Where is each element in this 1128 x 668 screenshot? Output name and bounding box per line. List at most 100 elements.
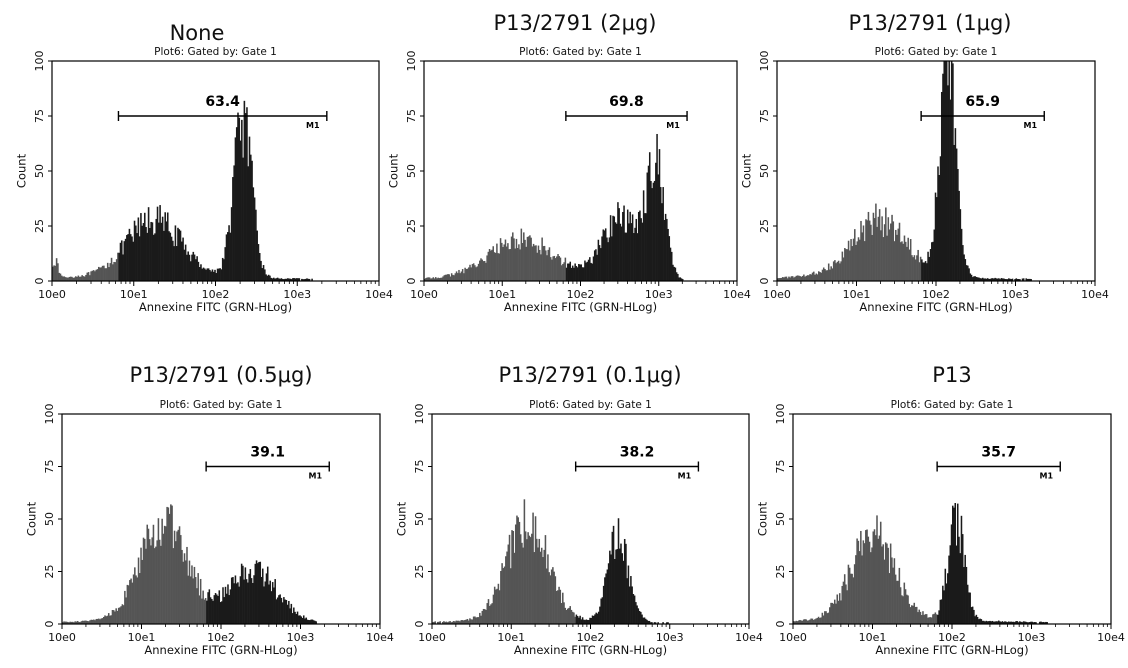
histogram-bin	[121, 604, 124, 624]
histogram-bin	[1017, 279, 1020, 281]
histogram-bin	[887, 217, 890, 281]
histogram-bin	[189, 261, 192, 281]
histogram-bin	[448, 621, 450, 624]
histogram-bin	[433, 278, 436, 281]
histogram-bin	[500, 571, 502, 624]
histogram-bin	[249, 154, 252, 281]
histogram-bin	[573, 612, 575, 624]
histogram-bin	[175, 541, 177, 624]
histogram-bin	[301, 278, 303, 281]
gate-marker-m1[interactable]: 38.2 M1	[574, 445, 700, 481]
histogram-bin	[235, 583, 238, 624]
histogram-bin	[597, 611, 600, 624]
gate-percent-label: 38.2	[620, 445, 655, 461]
histogram-bin	[898, 222, 901, 281]
gate-marker-m1[interactable]: 39.1 M1	[205, 445, 330, 481]
histogram-bin	[303, 279, 306, 281]
histogram-bin	[643, 617, 646, 624]
histogram-bin	[909, 607, 912, 624]
histogram-bin	[953, 507, 955, 624]
histogram-bin	[235, 127, 238, 281]
histogram-bin	[62, 622, 64, 624]
x-tick-label: 10e0	[410, 288, 438, 301]
histogram-bin	[165, 526, 167, 624]
histogram-bin	[872, 212, 875, 281]
histogram-bin	[294, 278, 297, 281]
histogram-bin	[287, 278, 289, 281]
histogram-bin	[192, 251, 195, 281]
histogram-bin	[923, 614, 925, 624]
histogram-bin	[514, 248, 516, 281]
histogram-bin	[585, 619, 588, 624]
histogram-bin	[464, 267, 466, 281]
histogram-bin	[922, 611, 924, 624]
gate-name-label: M1	[308, 472, 322, 481]
histogram-bin	[276, 597, 279, 624]
histogram-bin	[989, 620, 991, 624]
histogram-bin	[167, 507, 170, 624]
histogram-bin	[154, 233, 156, 281]
x-axis-label: Annexine FITC (GRN-HLog)	[504, 300, 657, 314]
histogram-bin	[553, 255, 556, 281]
histogram-bin	[845, 584, 847, 624]
histogram-bin	[598, 245, 601, 281]
histogram-bin	[239, 576, 242, 624]
histogram-bin	[932, 614, 934, 624]
histogram-bin	[565, 267, 568, 281]
histogram-panel-5: P13/2791 (0.1μg) Plot6: Gated by: Gate 1 0…	[395, 363, 763, 657]
histogram-bin	[604, 228, 607, 281]
histogram-bin	[83, 276, 86, 281]
histogram-bin	[1040, 621, 1042, 624]
x-tick-label: 10e3	[645, 288, 673, 301]
histogram-bin	[1004, 621, 1006, 624]
histogram-bin	[264, 269, 266, 281]
histogram-bin	[104, 615, 106, 624]
histogram-bin	[104, 268, 106, 281]
histogram-bin	[948, 555, 950, 624]
histogram-bin	[615, 223, 618, 281]
histogram-bin	[150, 545, 152, 624]
histogram-bin	[486, 255, 488, 281]
gate-marker-m1[interactable]: 69.8 M1	[565, 94, 688, 130]
gate-marker-m1[interactable]: 65.9 M1	[920, 94, 1045, 130]
histogram-bin	[988, 278, 990, 281]
histogram-bin	[505, 246, 508, 281]
histogram-bin	[304, 278, 307, 281]
histogram-bin	[237, 112, 239, 281]
histogram-bin	[596, 254, 598, 281]
histogram-bin	[657, 622, 659, 624]
y-tick-label: 25	[413, 565, 426, 579]
gate-marker-m1[interactable]: 35.7 M1	[936, 445, 1061, 481]
histogram-bin	[600, 598, 602, 624]
histogram-bin	[258, 561, 260, 624]
histogram-bin	[562, 263, 564, 281]
histogram-bin	[183, 249, 186, 281]
histogram-bin	[827, 612, 830, 624]
histogram-bin	[462, 620, 465, 624]
histogram-bin	[837, 600, 840, 624]
histogram-bin	[239, 140, 242, 281]
histogram-bin	[109, 615, 111, 624]
histogram-bin	[158, 539, 161, 624]
histogram-bin	[981, 277, 984, 281]
histogram-bin	[568, 263, 570, 281]
histogram-bin	[162, 533, 165, 624]
histogram-bin	[230, 577, 233, 624]
histogram-bin	[209, 269, 211, 281]
histogram-bin	[868, 220, 871, 281]
histogram-bin	[973, 609, 975, 624]
gate-marker-m1[interactable]: 63.4 M1	[117, 94, 328, 130]
histogram-bin	[225, 593, 228, 624]
histogram-bin	[541, 237, 543, 281]
histogram-bin	[139, 573, 141, 624]
histogram-bin	[436, 278, 438, 281]
histogram-bars	[793, 503, 1048, 624]
histogram-bin	[159, 205, 161, 281]
histogram-bin	[267, 274, 270, 281]
histogram-bin	[201, 268, 204, 281]
histogram-bin	[856, 241, 859, 281]
histogram-bin	[806, 620, 809, 624]
histogram-bin	[804, 276, 806, 281]
histogram-bin	[678, 277, 680, 281]
histogram-bin	[559, 589, 562, 624]
